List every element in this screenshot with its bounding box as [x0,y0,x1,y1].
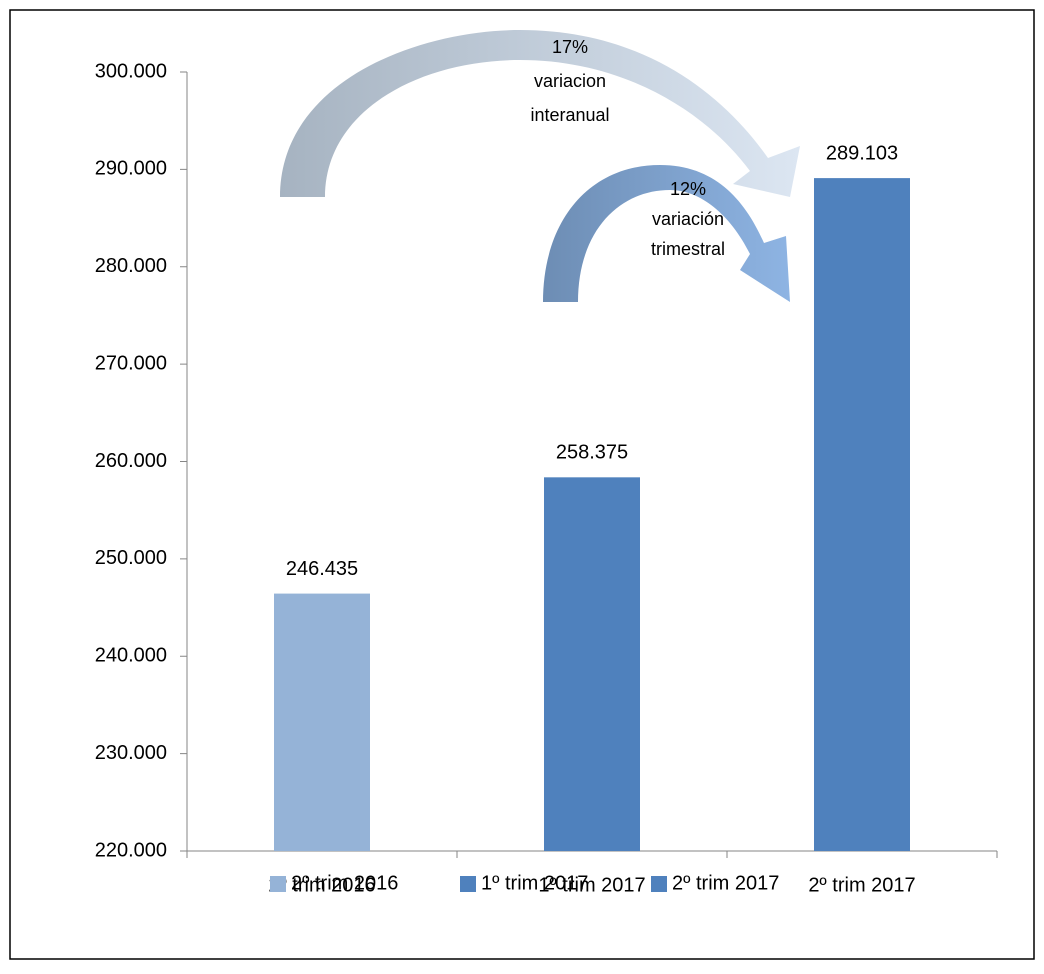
y-tick-label: 230.000 [95,742,167,764]
x-tick-label: 2º trim 2016 [268,874,375,896]
y-tick-label: 250.000 [95,547,167,569]
legend-swatch [270,876,286,892]
y-tick-label: 220.000 [95,839,167,861]
y-tick-label: 280.000 [95,255,167,277]
y-tick-label: 260.000 [95,450,167,472]
annotation: variación [652,209,724,229]
legend-label: 2º trim 2016 [291,872,398,894]
legend-swatch [460,876,476,892]
legend-label: 1º trim 2017 [481,872,588,894]
annual-arrow [280,30,800,197]
annotation: 17% [552,37,588,57]
bar [274,593,370,851]
annotation: variacion [534,71,606,91]
legend-label: 2º trim 2017 [672,872,779,894]
legend-swatch [651,876,667,892]
quarter-arrow [543,165,790,302]
data-label: 246.435 [286,558,358,580]
annotation: interanual [530,105,609,125]
x-tick-label: 1º trim 2017 [538,874,645,896]
bar [544,477,640,851]
annotation: trimestral [651,239,725,259]
data-label: 289.103 [826,142,898,164]
annotation: 12% [670,179,706,199]
bar [814,178,910,851]
data-label: 258.375 [556,442,628,464]
y-tick-label: 300.000 [95,60,167,82]
y-tick-label: 290.000 [95,158,167,180]
x-tick-label: 2º trim 2017 [808,874,915,896]
y-tick-label: 270.000 [95,352,167,374]
y-tick-label: 240.000 [95,645,167,667]
